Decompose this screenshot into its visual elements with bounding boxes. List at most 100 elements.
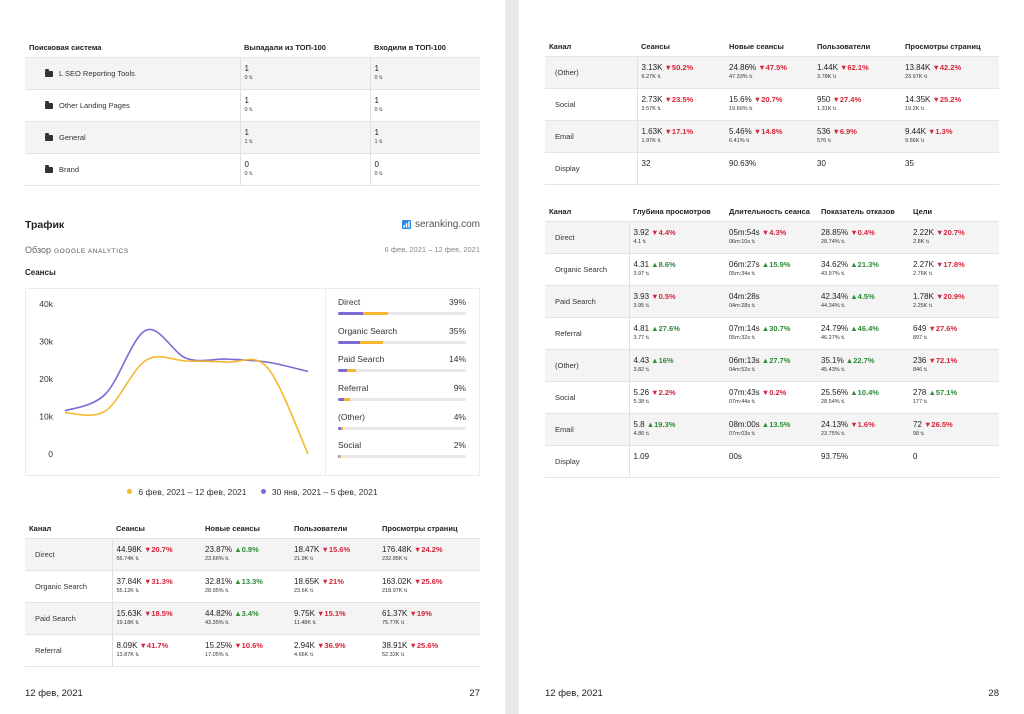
previous-value: 23.75%⇅: [821, 430, 905, 438]
share-item[interactable]: Social 2%: [338, 437, 466, 466]
metric-delta-value: 23.5%: [671, 94, 694, 104]
previous-value: 56.74K⇅: [117, 555, 198, 563]
col-header: Канал: [545, 38, 637, 57]
share-progress-fill: [338, 426, 344, 430]
share-item[interactable]: Paid Search 14%: [338, 351, 466, 380]
sort-arrows-icon: ⇅: [656, 105, 662, 112]
folder-icon: [45, 132, 53, 141]
share-item[interactable]: Referral 9%: [338, 380, 466, 409]
metric-delta: ▲8.6%: [649, 260, 676, 269]
metric-value: 00s: [729, 451, 742, 461]
metric-delta-value: 1.6%: [857, 419, 875, 429]
sort-arrows-icon: ⇅: [920, 430, 925, 437]
share-item[interactable]: Organic Search 35%: [338, 323, 466, 352]
metric-line: 15.6% ▼20.7%: [729, 94, 809, 105]
metric-cell: 24.86% ▼47.5% 47.33%⇅: [725, 56, 813, 89]
previous-metric: 3.97: [633, 270, 645, 277]
triangle-down-icon: ▼: [141, 576, 152, 586]
previous-metric: 43.97%: [821, 270, 840, 277]
previous-value: 55.12K⇅: [117, 587, 198, 595]
metric-delta: ▼10.6%: [232, 641, 263, 650]
metric-delta-value: 30.7%: [769, 323, 791, 333]
previous-value: 3.78K⇅: [817, 73, 897, 81]
metric-line: 08m:00s ▲13.5%: [729, 419, 813, 430]
share-fill-previous: [338, 455, 340, 459]
metric-cell: 2.27K ▼17.8% 2.76K⇅: [909, 253, 999, 286]
metric-value: 15.63K: [116, 608, 142, 618]
series-line: [64, 328, 309, 412]
metric-cell: 9.44K ▼1.3% 9.56K⇅: [901, 120, 999, 153]
sort-arrows-icon: ⇅: [378, 170, 383, 177]
metric-value: 5.46%: [729, 126, 752, 136]
metric-delta: ▼25.6%: [412, 577, 443, 586]
previous-value: 05m:34s⇅: [729, 270, 813, 278]
sort-arrows-icon: ⇅: [224, 619, 229, 626]
metric-delta: ▲0.9%: [232, 545, 259, 554]
metric-cell: 38.91K ▼25.6% 52.32K⇅: [378, 634, 480, 667]
legend-item-current[interactable]: 6 фев, 2021 – 12 фев, 2021: [127, 487, 247, 497]
metric-delta-value: 18.5%: [151, 608, 173, 618]
metric-delta-value: 13.5%: [769, 419, 791, 429]
share-item[interactable]: (Other) 4%: [338, 409, 466, 438]
metric-line: 23.87% ▲0.9%: [205, 544, 286, 555]
previous-metric: 6.27K: [641, 73, 656, 80]
metric-delta: ▼72.1%: [926, 356, 957, 365]
col-header: Пользователи: [813, 38, 901, 57]
metric-line: 536 ▼6.9%: [817, 126, 897, 137]
metric-value: 163.02K: [382, 576, 412, 586]
metric-cell: 176.48K ▼24.2% 232.85K⇅: [378, 538, 480, 571]
previous-value: 21.9K⇅: [294, 555, 374, 563]
previous-count: 0: [244, 106, 248, 113]
share-channel-name: Social: [338, 440, 362, 451]
metric-value: 13.84K: [905, 62, 931, 72]
metric-delta: ▲4.5%: [848, 292, 875, 301]
metric-delta-value: 0.5%: [658, 291, 676, 301]
previous-count: 0: [374, 106, 378, 113]
previous-metric: 28.95%: [205, 587, 224, 594]
channel-name: Paid Search: [25, 602, 112, 635]
metric-delta: ▼41.7%: [137, 641, 168, 650]
triangle-down-icon: ▼: [848, 227, 858, 237]
metric-line: 236 ▼72.1%: [913, 355, 995, 366]
triangle-up-icon: ▲: [649, 259, 659, 269]
sort-arrows-icon: ⇅: [248, 74, 253, 81]
metric-delta-value: 6.9%: [839, 126, 857, 136]
previous-metric: 1.31K: [817, 105, 832, 112]
metric-value: 2.73K: [641, 94, 663, 104]
metric-delta-value: 72.1%: [935, 355, 958, 365]
channel-name: (Other): [545, 349, 629, 382]
metric-cell: 9.75K ▼15.1% 11.48K⇅: [290, 602, 378, 635]
metric-delta-value: 24.2%: [421, 544, 443, 554]
metric-delta: ▼25.2%: [930, 95, 961, 104]
metric-cell: 04m:28s 04m:28s⇅: [725, 285, 817, 318]
metric-delta-value: 16%: [658, 355, 674, 365]
triangle-down-icon: ▼: [411, 544, 422, 554]
metric-delta: ▲21.3%: [848, 260, 879, 269]
metric-cell: 950 ▼27.4% 1.31K⇅: [813, 88, 901, 121]
legend-item-previous[interactable]: 30 янв, 2021 – 5 фев, 2021: [260, 487, 378, 497]
share-fill-current: [343, 398, 350, 402]
sort-arrows-icon: ⇅: [923, 398, 928, 405]
triangle-down-icon: ▼: [921, 419, 932, 429]
table-row: Email 1.63K ▼17.1% 1.97K⇅ 5.46% ▼14.8% 6.41%…: [545, 120, 999, 153]
brand-link[interactable]: seranking.com: [401, 219, 480, 230]
metric-value: 4.81: [633, 323, 650, 333]
metric-value: 35.1%: [821, 355, 844, 365]
triangle-down-icon: ▼: [830, 94, 840, 104]
previous-metric: 177: [913, 398, 923, 405]
metric-line: 35: [905, 158, 995, 169]
sort-arrows-icon: ⇅: [645, 270, 650, 277]
previous-value: 05m:32s⇅: [729, 334, 813, 342]
metric-line: 07m:14s ▲30.7%: [729, 323, 813, 334]
share-item[interactable]: Direct 39%: [338, 294, 466, 323]
previous-value: 0⇅: [375, 106, 477, 114]
metric-delta-value: 15.9%: [769, 259, 791, 269]
count-value: 1: [374, 127, 379, 137]
count-cell: 1 0⇅: [369, 89, 480, 122]
triangle-down-icon: ▼: [830, 126, 840, 136]
metric-cell: 72 ▼26.5% 98⇅: [909, 413, 999, 446]
previous-value: 0⇅: [375, 170, 477, 178]
sort-arrows-icon: ⇅: [378, 74, 383, 81]
metric-delta: ▼18.5%: [142, 609, 173, 618]
metric-delta: ▼50.2%: [662, 63, 693, 72]
